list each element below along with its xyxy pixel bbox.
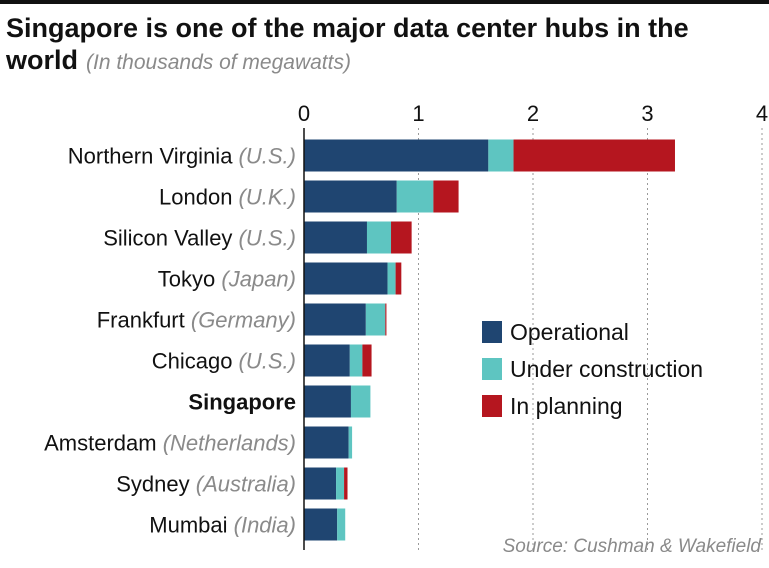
bar-london-operational bbox=[304, 180, 397, 213]
bar-northern-virginia-in-planning bbox=[513, 139, 675, 172]
bar-silicon-valley-in-planning bbox=[391, 221, 412, 254]
category-name: Sydney bbox=[116, 472, 189, 497]
category-label-sydney: Sydney (Australia) bbox=[116, 472, 296, 497]
chart-subtitle: (In thousands of megawatts) bbox=[86, 51, 351, 74]
bar-frankfurt-operational bbox=[304, 303, 366, 336]
category-region: (Germany) bbox=[185, 308, 296, 333]
bar-silicon-valley-under-construction bbox=[366, 221, 392, 254]
bar-chicago-operational bbox=[304, 344, 350, 377]
category-region: (U.S.) bbox=[232, 226, 296, 251]
legend-label-in-planning: In planning bbox=[510, 393, 623, 419]
category-region: (Netherlands) bbox=[157, 431, 296, 456]
x-tick-label-1: 1 bbox=[412, 101, 424, 126]
category-label-singapore: Singapore bbox=[188, 390, 296, 415]
bar-tokyo-in-planning bbox=[395, 262, 402, 295]
legend-swatch-under-construction bbox=[482, 358, 502, 380]
bar-chicago-under-construction bbox=[349, 344, 363, 377]
x-tick-label-2: 2 bbox=[527, 101, 539, 126]
bar-sydney-in-planning bbox=[344, 467, 348, 500]
category-region: (U.S.) bbox=[232, 144, 296, 169]
legend-label-under-construction: Under construction bbox=[510, 356, 703, 382]
x-tick-label-0: 0 bbox=[298, 101, 310, 126]
top-rule bbox=[0, 0, 769, 4]
bar-mumbai-under-construction bbox=[337, 508, 346, 541]
category-region: (Australia) bbox=[190, 472, 296, 497]
chart-title: Singapore is one of the major data cente… bbox=[6, 12, 756, 79]
category-name: Silicon Valley bbox=[103, 226, 232, 251]
category-name: London bbox=[159, 185, 232, 210]
legend-swatch-in-planning bbox=[482, 395, 502, 417]
bar-frankfurt-under-construction bbox=[365, 303, 386, 336]
category-name: Frankfurt bbox=[97, 308, 185, 333]
category-label-northern-virginia: Northern Virginia (U.S.) bbox=[68, 144, 296, 169]
bar-northern-virginia-under-construction bbox=[488, 139, 514, 172]
bar-chicago-in-planning bbox=[362, 344, 372, 377]
category-name: Chicago bbox=[152, 349, 233, 374]
legend-label-operational: Operational bbox=[510, 319, 629, 345]
category-name: Tokyo bbox=[158, 267, 215, 292]
x-tick-label-3: 3 bbox=[641, 101, 653, 126]
category-label-frankfurt: Frankfurt (Germany) bbox=[97, 308, 296, 333]
category-region: (U.K.) bbox=[232, 185, 296, 210]
category-label-tokyo: Tokyo (Japan) bbox=[158, 267, 296, 292]
category-region: (India) bbox=[228, 513, 296, 538]
category-label-mumbai: Mumbai (India) bbox=[149, 513, 296, 538]
bar-amsterdam-under-construction bbox=[348, 426, 353, 459]
category-label-chicago: Chicago (U.S.) bbox=[152, 349, 296, 374]
category-label-london: London (U.K.) bbox=[159, 185, 296, 210]
bar-sydney-under-construction bbox=[336, 467, 345, 500]
bar-london-in-planning bbox=[433, 180, 459, 213]
bar-amsterdam-operational bbox=[304, 426, 349, 459]
source-note: Source: Cushman & Wakefield bbox=[502, 536, 761, 557]
bar-mumbai-operational bbox=[304, 508, 338, 541]
bar-frankfurt-in-planning bbox=[385, 303, 387, 336]
category-name: Amsterdam bbox=[44, 431, 156, 456]
x-tick-label-4: 4 bbox=[756, 101, 768, 126]
category-region: (Japan) bbox=[215, 267, 296, 292]
bar-singapore-operational bbox=[304, 385, 351, 418]
category-region: (U.S.) bbox=[232, 349, 296, 374]
chart-title-text: Singapore is one of the major data cente… bbox=[6, 13, 689, 75]
bar-singapore-under-construction bbox=[350, 385, 371, 418]
category-name: Mumbai bbox=[149, 513, 227, 538]
category-label-silicon-valley: Silicon Valley (U.S.) bbox=[103, 226, 296, 251]
category-name: Singapore bbox=[188, 390, 296, 415]
bar-sydney-operational bbox=[304, 467, 337, 500]
category-name: Northern Virginia bbox=[68, 144, 233, 169]
bar-tokyo-under-construction bbox=[387, 262, 396, 295]
bar-silicon-valley-operational bbox=[304, 221, 367, 254]
bar-northern-virginia-operational bbox=[304, 139, 489, 172]
bar-london-under-construction bbox=[396, 180, 434, 213]
category-label-amsterdam: Amsterdam (Netherlands) bbox=[44, 431, 296, 456]
legend-swatch-operational bbox=[482, 321, 502, 343]
bar-tokyo-operational bbox=[304, 262, 388, 295]
